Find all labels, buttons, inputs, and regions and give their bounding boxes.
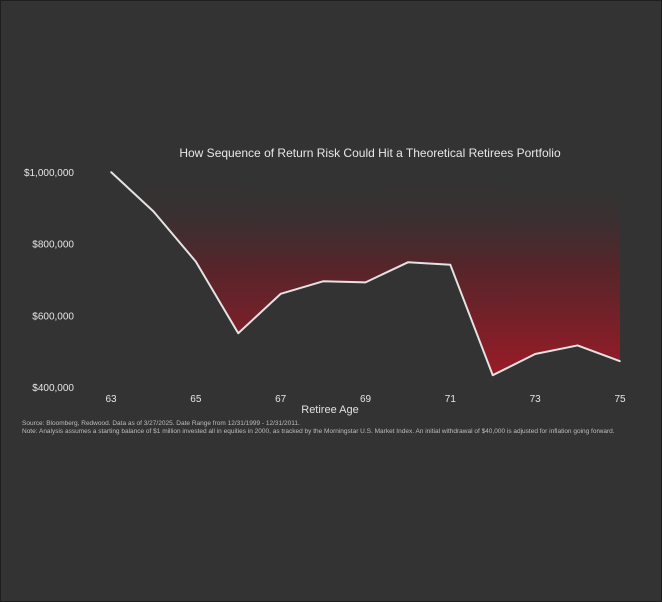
area-fill-layer: [111, 172, 620, 376]
footnotes: Source: Bloomberg, Redwood. Data as of 3…: [22, 420, 622, 436]
x-axis-label: Retiree Age: [301, 404, 359, 416]
data-point: [491, 374, 494, 376]
data-point: [576, 344, 579, 347]
x-tick-label: 63: [105, 394, 117, 405]
x-tick-label: 73: [530, 394, 542, 405]
x-tick-label: 75: [614, 394, 626, 405]
analysis-note: Note: Analysis assumes a starting balanc…: [22, 428, 615, 435]
y-axis-ticks: $400,000 $600,000 $800,000 $1,000,000: [24, 168, 74, 394]
data-point: [407, 261, 409, 264]
source-note: Source: Bloomberg, Redwood. Data as of 3…: [22, 420, 300, 427]
data-point: [364, 281, 367, 284]
data-point: [619, 360, 621, 363]
x-tick-label: 65: [190, 394, 202, 405]
y-tick-label: $1,000,000: [24, 168, 74, 179]
x-axis-ticks: 63 65 67 69 71 73 75: [105, 394, 626, 405]
data-point: [534, 353, 536, 355]
data-point: [322, 280, 324, 283]
data-point: [237, 332, 240, 335]
x-tick-label: 71: [445, 394, 457, 405]
area-fill: [111, 172, 620, 376]
x-tick-label: 69: [360, 394, 372, 405]
chart-title: How Sequence of Return Risk Could Hit a …: [179, 146, 561, 160]
line-layer: [110, 171, 621, 377]
x-tick-label: 67: [275, 394, 287, 405]
data-point: [195, 260, 197, 263]
data-point: [449, 264, 452, 266]
y-tick-label: $400,000: [32, 383, 74, 394]
data-point: [152, 210, 155, 213]
data-point: [279, 293, 282, 295]
y-tick-label: $600,000: [32, 311, 74, 322]
y-tick-label: $800,000: [32, 240, 74, 251]
data-point: [110, 171, 112, 173]
